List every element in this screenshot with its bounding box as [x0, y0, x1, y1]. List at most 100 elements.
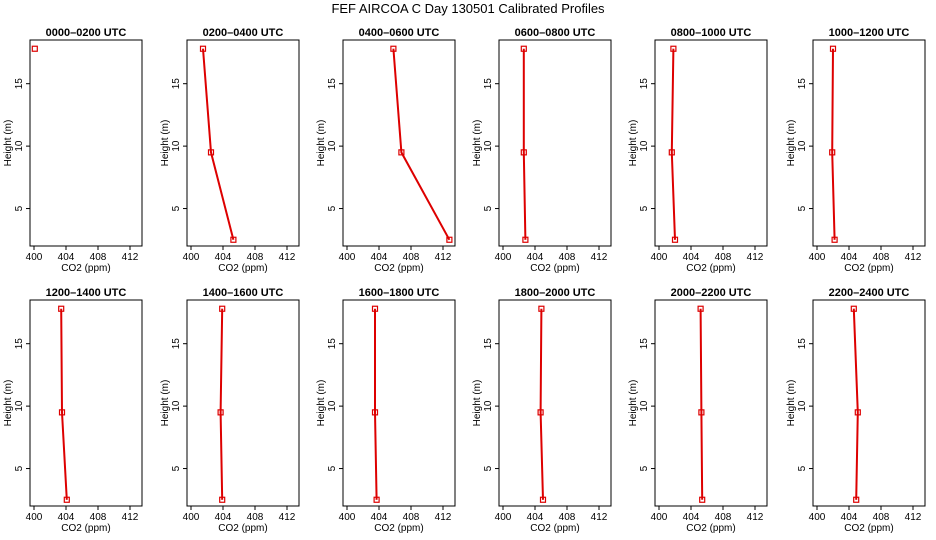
panel-8-y-tick-label-3: 15	[171, 338, 182, 350]
panel-7-x-axis-label: CO2 (ppm)	[61, 523, 110, 534]
panel-4-profile-line	[522, 48, 527, 240]
panel-2-point-2	[207, 149, 215, 156]
panel-6-y-tick-label-2: 10	[797, 140, 808, 152]
panel-10-point-2	[537, 409, 544, 416]
panel-4-point-3	[522, 236, 529, 243]
panel-11-title: 2000–2200 UTC	[671, 287, 752, 299]
panel-4-point-1	[520, 45, 527, 52]
panel-4-x-tick-label-4: 412	[591, 252, 608, 263]
panel-6-frame	[812, 39, 926, 247]
panel-1-frame	[29, 39, 143, 247]
panel-2-y-tick-label-3: 15	[171, 78, 182, 90]
panel-5-point-2	[668, 149, 675, 156]
panel-7-point-3	[63, 496, 70, 503]
panel-6-title: 1000–1200 UTC	[829, 27, 910, 39]
panel-10: 1800–2000 UTC 400 404 408 412 5 10 15 CO2 (ppm) H…	[472, 287, 612, 534]
panel-9-x-tick-label-4: 412	[435, 512, 452, 523]
panel-12-x-axis-label: CO2 (ppm)	[844, 523, 893, 534]
panel-11-y-tick-label-2: 10	[639, 400, 650, 412]
panel-6: 1000–1200 UTC 400 404 408 412 5 10 15 CO2 (ppm) H…	[786, 27, 926, 274]
panel-12-frame	[812, 299, 926, 507]
panel-2-x-axis-label: CO2 (ppm)	[218, 263, 267, 274]
panel-3-point-3	[446, 236, 453, 243]
panel-12-x-tick-label-2: 404	[841, 512, 858, 523]
panel-3-frame	[342, 39, 456, 247]
panel-1-title: 0000–0200 UTC	[46, 27, 127, 39]
panel-4-x-tick-label-3: 408	[559, 252, 576, 263]
panel-12-point-1	[850, 305, 857, 312]
panel-7-x-tick-label-2: 404	[58, 512, 75, 523]
panel-2-point-3	[230, 236, 237, 243]
panel-1-point-1	[31, 45, 38, 52]
panel-2-y-tick-label-2: 10	[171, 140, 182, 152]
panel-10-x-tick-label-2: 404	[527, 512, 544, 523]
panel-4-x-tick-label-1: 400	[495, 252, 512, 263]
panel-12-point-3	[853, 496, 860, 503]
panel-11-y-axis-label: Height (m)	[628, 380, 639, 427]
panel-grid: 0000–0200 UTC 400 404 408 412 5 10 15 CO2 (ppm) H…	[3, 27, 926, 534]
panel-8-title: 1400–1600 UTC	[203, 287, 284, 299]
panel-8-x-tick-label-4: 412	[279, 512, 296, 523]
panel-8-point-1	[219, 305, 226, 312]
panel-6-point-3	[831, 236, 838, 243]
panel-9-point-1	[371, 305, 379, 312]
panel-8-y-axis-label: Height (m)	[160, 380, 171, 427]
panel-5-x-tick-label-2: 404	[683, 252, 700, 263]
panel-2-frame	[186, 39, 300, 247]
panel-6-x-tick-label-3: 408	[873, 252, 890, 263]
panel-5-x-axis-label: CO2 (ppm)	[686, 263, 735, 274]
panel-7-y-tick-label-1: 5	[14, 465, 25, 471]
panel-6-x-axis-label: CO2 (ppm)	[844, 263, 893, 274]
panel-5-profile-line	[670, 48, 676, 240]
panel-10-point-1	[538, 305, 545, 312]
panel-11: 2000–2200 UTC 400 404 408 412 5 10 15 CO2 (ppm) H…	[628, 287, 768, 534]
panel-9-x-tick-label-3: 408	[403, 512, 420, 523]
panel-1-x-tick-label-1: 400	[26, 252, 43, 263]
panel-6-point-1	[829, 45, 837, 52]
panel-1: 0000–0200 UTC 400 404 408 412 5 10 15 CO2 (ppm) H…	[3, 27, 143, 274]
panel-8-x-axis-label: CO2 (ppm)	[218, 523, 267, 534]
panel-5: 0800–1000 UTC 400 404 408 412 5 10 15 CO2 (ppm) H…	[628, 27, 768, 274]
panel-5-y-tick-label-2: 10	[639, 140, 650, 152]
panel-6-y-tick-label-3: 15	[797, 78, 808, 90]
panel-8-y-tick-label-1: 5	[171, 465, 182, 471]
panel-4-y-tick-label-1: 5	[483, 205, 494, 211]
panel-3-y-tick-label-2: 10	[327, 140, 338, 152]
panel-2-x-tick-label-1: 400	[183, 252, 200, 263]
panel-7-y-tick-label-3: 15	[14, 338, 25, 350]
panel-1-x-tick-label-3: 408	[90, 252, 107, 263]
panel-9-x-tick-label-2: 404	[371, 512, 388, 523]
panel-11-x-tick-label-4: 412	[747, 512, 764, 523]
panel-10-x-tick-label-4: 412	[591, 512, 608, 523]
panel-7-point-2	[58, 409, 66, 416]
panel-9-x-axis-label: CO2 (ppm)	[374, 523, 423, 534]
panel-3-x-tick-label-4: 412	[435, 252, 452, 263]
panel-6-y-axis-label: Height (m)	[786, 120, 797, 167]
panel-3-x-tick-label-2: 404	[371, 252, 388, 263]
panel-9-title: 1600–1800 UTC	[359, 287, 440, 299]
panel-4-y-tick-label-3: 15	[483, 78, 494, 90]
panel-10-frame	[498, 299, 612, 507]
panel-4-title: 0600–0800 UTC	[515, 27, 596, 39]
panel-9-y-axis-label: Height (m)	[316, 380, 327, 427]
panel-7-x-tick-label-3: 408	[90, 512, 107, 523]
panel-10-y-axis-label: Height (m)	[472, 380, 483, 427]
panel-9: 1600–1800 UTC 400 404 408 412 5 10 15 CO2 (ppm) H…	[316, 287, 456, 534]
panel-7-y-axis-label: Height (m)	[3, 380, 14, 427]
panel-7-y-tick-label-2: 10	[14, 400, 25, 412]
panel-10-profile-line	[539, 308, 544, 500]
panel-10-y-tick-label-3: 15	[483, 338, 494, 350]
panel-2-profile-line	[202, 48, 235, 241]
panel-5-y-axis-label: Height (m)	[628, 120, 639, 167]
panel-2-point-1	[199, 45, 207, 52]
panel-2-x-tick-label-3: 408	[247, 252, 264, 263]
panel-3: 0400–0600 UTC 400 404 408 412 5 10 15 CO2 (ppm) H…	[316, 27, 456, 274]
panel-4-y-axis-label: Height (m)	[472, 120, 483, 167]
panel-12-x-tick-label-3: 408	[873, 512, 890, 523]
figure-title: FEF AIRCOA C Day 130501 Calibrated Profi…	[331, 1, 605, 16]
panel-7-x-tick-label-1: 400	[26, 512, 43, 523]
panel-12-profile-line	[852, 308, 859, 500]
panel-3-x-axis-label: CO2 (ppm)	[374, 263, 423, 274]
panel-3-y-tick-label-1: 5	[327, 205, 338, 211]
